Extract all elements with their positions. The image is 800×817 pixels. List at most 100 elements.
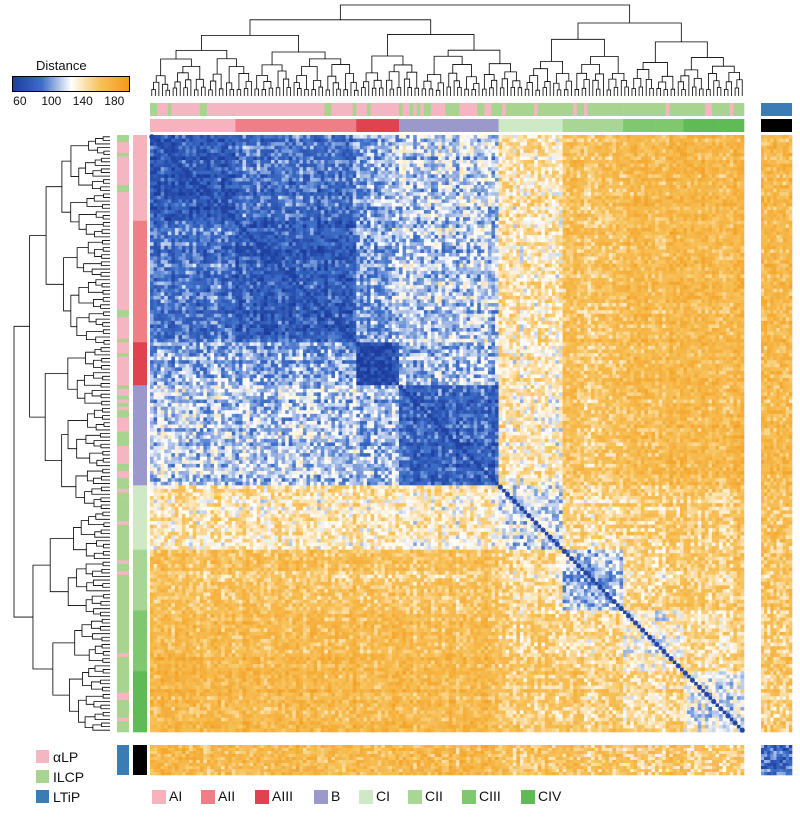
heatmap-cell: [427, 195, 432, 200]
heatmap-cell: [409, 177, 414, 182]
heatmap-cell: [559, 160, 563, 164]
heatmap-cell: [359, 145, 364, 150]
heatmap-cell: [199, 192, 204, 197]
heatmap-cell: [441, 188, 446, 193]
top-celltype-cell: [519, 103, 524, 116]
heatmap-cell: [398, 217, 403, 222]
heatmap-cell: [278, 163, 282, 168]
heatmap-cell: [388, 174, 393, 179]
heatmap-cell: [438, 170, 442, 175]
heatmap-cell: [256, 170, 261, 175]
heatmap-cell: [413, 185, 418, 189]
heatmap-cell: [228, 160, 233, 164]
heatmap-cell: [402, 156, 407, 161]
top-dendrogram-branch: [606, 89, 612, 96]
heatmap-cell: [182, 160, 186, 164]
heatmap-cell: [178, 195, 183, 200]
heatmap-cell: [157, 217, 161, 222]
left-celltype-cell: [117, 478, 129, 483]
heatmap-cell: [363, 174, 368, 179]
top-celltype-cell: [185, 103, 190, 116]
heatmap-cell: [569, 188, 574, 193]
heatmap-cell: [676, 213, 681, 218]
left-celltype-cell: [117, 413, 129, 418]
heatmap-cell: [299, 202, 304, 207]
top-dendrogram-branch: [389, 88, 395, 96]
top-dendrogram-branch: [535, 89, 540, 96]
heatmap-cell: [555, 138, 560, 143]
heatmap-cell: [206, 213, 211, 218]
heatmap-cell: [658, 217, 663, 222]
heatmap-cell: [651, 181, 656, 186]
heatmap-cell: [434, 217, 439, 222]
heatmap-cell: [231, 199, 236, 204]
left-cluster-cell: [133, 156, 147, 161]
heatmap-cell: [566, 149, 571, 154]
heatmap-cell: [398, 213, 403, 218]
left-celltype-cell: [117, 506, 129, 511]
heatmap-cell: [249, 174, 254, 179]
heatmap-cell: [366, 142, 371, 147]
heatmap-cell: [416, 170, 421, 175]
heatmap-cell: [630, 135, 635, 139]
left-celltype-cell: [117, 267, 129, 272]
heatmap-cell: [377, 135, 382, 139]
heatmap-cell: [484, 163, 489, 168]
heatmap-cell: [352, 142, 357, 147]
top-celltype-cell: [224, 103, 229, 116]
heatmap-cell: [491, 181, 496, 186]
heatmap-cell: [605, 206, 610, 211]
left-celltype-cell: [117, 581, 129, 586]
heatmap-cell: [591, 163, 595, 168]
heatmap-cell: [221, 202, 225, 207]
heatmap-cell: [206, 138, 211, 143]
heatmap-cell: [711, 181, 716, 186]
heatmap-cell: [164, 188, 169, 193]
heatmap-cell: [150, 149, 154, 154]
left-dendrogram-branch: [85, 331, 104, 341]
heatmap-cell: [153, 195, 158, 200]
heatmap-cell: [655, 181, 659, 186]
heatmap-cell: [285, 167, 290, 172]
heatmap-cell: [167, 156, 172, 161]
left-cluster-cell: [133, 581, 147, 586]
heatmap-cell: [267, 177, 272, 182]
heatmap-cell: [519, 135, 524, 139]
heatmap-cell: [612, 181, 617, 186]
heatmap-cell: [480, 152, 485, 157]
left-celltype-cell: [117, 288, 129, 293]
heatmap-cell: [270, 174, 275, 179]
heatmap-cell: [299, 213, 304, 218]
heatmap-cell: [559, 156, 563, 161]
heatmap-cell: [637, 195, 642, 200]
heatmap-cell: [210, 160, 215, 164]
heatmap-cell: [448, 192, 453, 197]
heatmap-cell: [619, 213, 624, 218]
heatmap-cell: [587, 156, 592, 161]
heatmap-cell: [729, 192, 734, 197]
heatmap-cell: [704, 174, 709, 179]
heatmap-cell: [466, 135, 471, 139]
heatmap-cell: [672, 160, 677, 164]
heatmap-cell: [491, 188, 496, 193]
left-celltype-cell: [117, 235, 129, 239]
heatmap-cell: [310, 163, 314, 168]
heatmap-cell: [196, 142, 201, 147]
heatmap-cell: [544, 210, 549, 214]
top-celltype-cell: [214, 103, 218, 116]
left-dendrogram-branch: [100, 168, 110, 173]
heatmap-cell: [192, 138, 197, 143]
heatmap-cell: [647, 170, 652, 175]
heatmap-cell: [413, 181, 418, 186]
heatmap-cell: [690, 167, 695, 172]
heatmap-cell: [523, 217, 528, 222]
heatmap-cell: [288, 149, 293, 154]
heatmap-cell: [527, 174, 531, 179]
left-dendrogram-branch: [91, 390, 110, 397]
heatmap-cell: [598, 185, 603, 189]
heatmap-cell: [238, 177, 243, 182]
heatmap-cell: [363, 195, 368, 200]
heatmap-cell: [658, 163, 663, 168]
heatmap-cell: [434, 156, 439, 161]
left-celltype-cell: [117, 420, 129, 425]
